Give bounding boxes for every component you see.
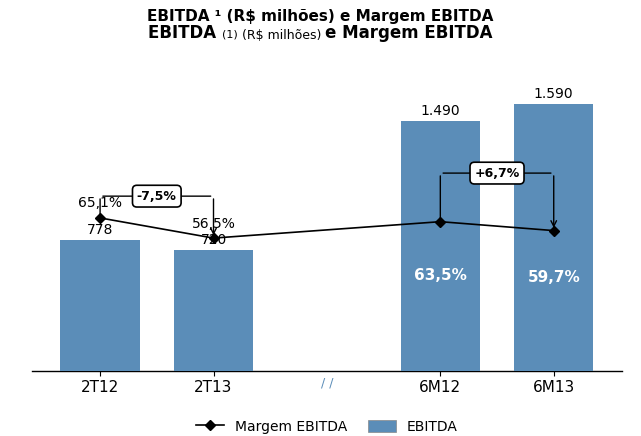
Bar — [514, 104, 594, 371]
Text: 778: 778 — [87, 223, 113, 237]
Text: (1): (1) — [222, 29, 238, 39]
Text: e Margem EBITDA: e Margem EBITDA — [325, 24, 493, 42]
Text: (R$ milhões): (R$ milhões) — [238, 29, 325, 42]
Bar — [174, 250, 253, 371]
Bar — [60, 240, 140, 371]
Text: 56,5%: 56,5% — [192, 217, 235, 231]
Text: EBITDA: EBITDA — [148, 24, 222, 42]
Text: 59,7%: 59,7% — [528, 270, 580, 285]
Text: EBITDA ¹ (R$ milhões) e Margem EBITDA: EBITDA ¹ (R$ milhões) e Margem EBITDA — [147, 9, 494, 24]
Text: 65,1%: 65,1% — [78, 196, 122, 211]
Bar — [401, 121, 480, 371]
Text: -7,5%: -7,5% — [137, 190, 177, 203]
Text: 1.590: 1.590 — [534, 87, 574, 101]
Text: +6,7%: +6,7% — [474, 167, 520, 180]
Text: 720: 720 — [201, 233, 227, 247]
Text: / /: / / — [320, 377, 333, 390]
Legend: Margem EBITDA, EBITDA: Margem EBITDA, EBITDA — [196, 420, 458, 434]
Text: 1.490: 1.490 — [420, 104, 460, 118]
Text: 63,5%: 63,5% — [414, 268, 467, 283]
